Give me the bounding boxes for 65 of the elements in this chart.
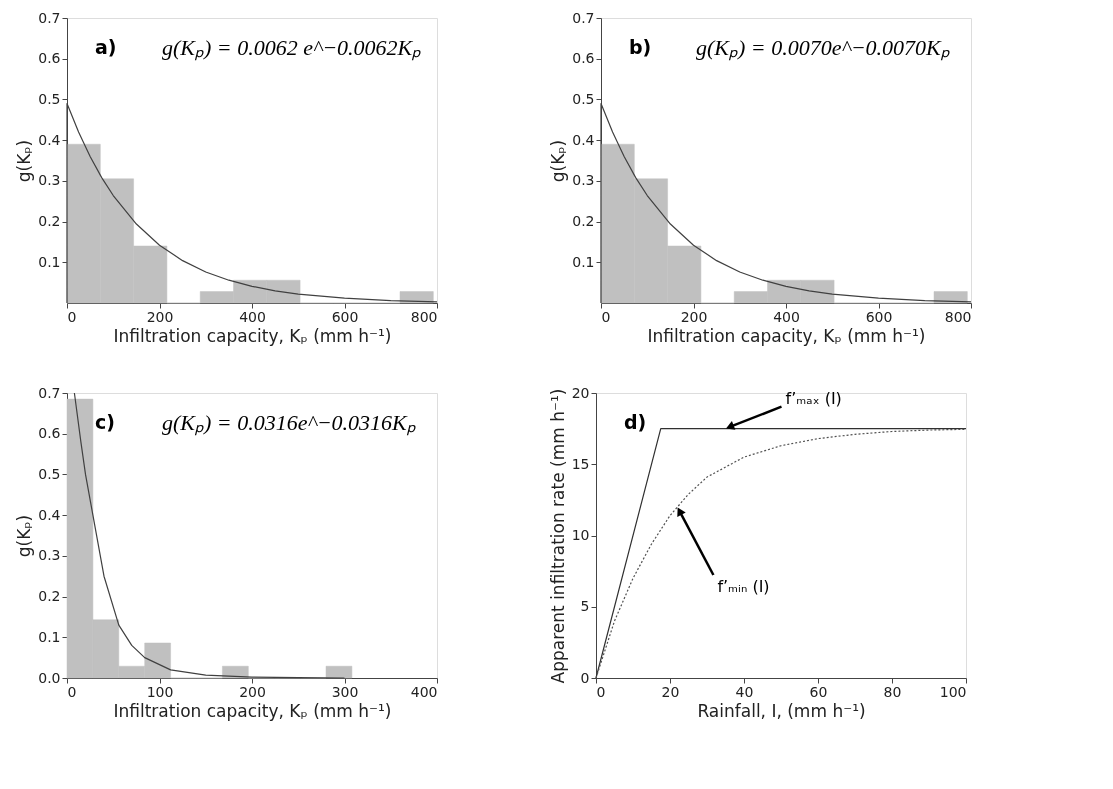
x-tick-label: 400 [239,308,266,325]
y-tick-label: 0.1 [572,253,595,270]
y-tick-label: 0.1 [38,628,61,645]
x-tick-label: 200 [680,308,708,325]
x-tick-label: 400 [773,308,800,325]
x-axis-title: Rainfall, I, (mm h⁻¹) [697,700,866,721]
y-tick-label: 0.5 [38,465,61,482]
y-axis-title: g(Kₚ) [14,139,35,183]
y-tick-label: 0.5 [38,90,61,107]
x-tick-label: 600 [331,308,359,325]
y-tick-label: 0.2 [572,213,595,230]
y-tick-label: 5 [580,598,590,615]
y-tick-label: 0.7 [38,9,61,26]
x-axis-title: Infiltration capacity, Kₚ (mm h⁻¹) [647,325,926,346]
annotation: a) [95,36,117,58]
x-tick-label: 200 [239,683,266,700]
y-tick-label: 0.6 [38,425,61,442]
x-tick-label: 200 [146,308,174,325]
x-axis-title: Infiltration capacity, Kₚ (mm h⁻¹) [113,700,392,721]
annotation: d) [624,411,647,433]
annotation: f’ₘᵢₙ (I) [717,577,770,596]
x-tick-label: 300 [331,683,359,700]
annotation: c) [95,411,115,433]
annotation: f’ₘₐₓ (I) [785,388,842,408]
x-tick-label: 0 [67,308,77,325]
x-axis-title: Infiltration capacity, Kₚ (mm h⁻¹) [113,325,392,346]
x-tick-label: 100 [939,683,967,700]
x-tick-label: 20 [661,683,680,700]
y-tick-label: 15 [571,455,590,472]
y-tick-label: 0.6 [38,50,61,67]
x-tick-label: 40 [735,683,754,700]
y-tick-label: 0.6 [572,50,595,67]
y-tick-label: 0.2 [38,588,61,605]
y-axis-title: g(Kₚ) [14,514,35,558]
y-tick-label: 20 [571,384,590,401]
annotation: g(Kₚ) = 0.0062 e^−0.0062Kₚ [162,35,422,61]
y-tick-label: 0.7 [38,384,61,401]
y-tick-label: 0.3 [572,172,595,189]
x-tick-label: 100 [146,683,174,700]
y-tick-label: 0.3 [38,547,61,564]
x-tick-label: 400 [410,683,438,700]
y-axis-title: Apparent infiltration rate (mm h⁻¹) [547,388,568,684]
y-tick-label: 0.1 [38,253,61,270]
x-tick-label: 800 [944,308,972,325]
x-tick-label: 80 [883,683,902,700]
y-tick-label: 0.4 [38,506,61,523]
y-tick-label: 0.3 [38,172,61,189]
y-tick-label: 0.0 [38,669,61,686]
x-tick-label: 0 [596,683,606,700]
y-tick-label: 0.5 [572,90,595,107]
x-tick-label: 600 [865,308,893,325]
annotation: b) [629,36,652,58]
y-tick-label: 0.4 [38,131,61,148]
y-tick-label: 0.2 [38,213,61,230]
y-tick-label: 0.7 [572,9,595,26]
x-tick-label: 0 [601,308,611,325]
x-tick-label: 800 [410,308,438,325]
x-tick-label: 60 [809,683,828,700]
annotation: g(Kₚ) = 0.0070e^−0.0070Kₚ [696,35,950,61]
y-tick-label: 10 [571,527,590,543]
y-axis-title: g(Kₚ) [548,139,569,183]
annotation: g(Kₚ) = 0.0316e^−0.0316Kₚ [162,410,416,436]
x-tick-label: 0 [67,683,77,700]
y-tick-label: 0 [580,669,590,686]
y-tick-label: 0.4 [572,131,595,148]
